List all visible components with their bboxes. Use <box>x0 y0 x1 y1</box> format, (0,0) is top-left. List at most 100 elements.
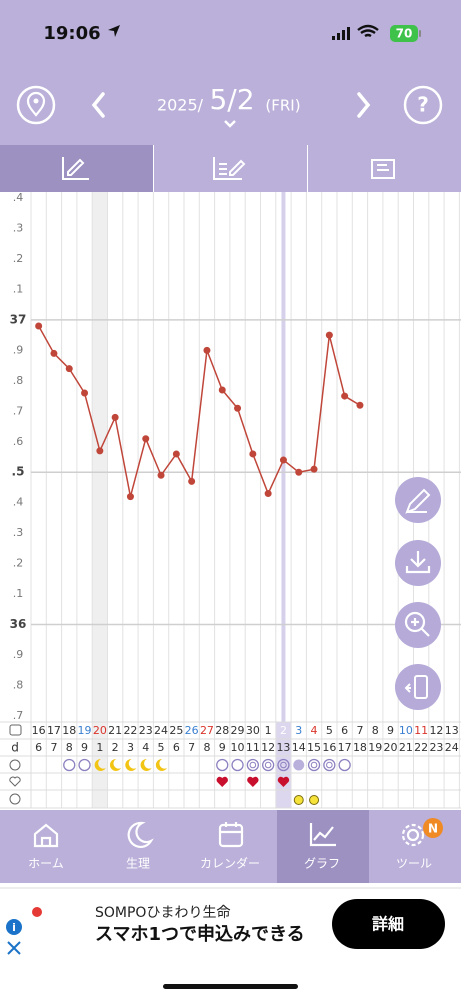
tab[interactable] <box>308 145 461 192</box>
x-tick-label: 18 <box>62 724 76 737</box>
y-tick-label: .8 <box>13 374 24 387</box>
temperature-point <box>142 435 150 443</box>
temperature-point <box>157 471 165 479</box>
mark-inner <box>264 761 272 769</box>
mark-inner <box>310 761 318 769</box>
cycle-day: 9 <box>81 741 88 754</box>
x-tick-label: 16 <box>32 724 46 737</box>
mark-circle <box>63 758 76 772</box>
y-tick-label: .8 <box>13 678 24 691</box>
next-day[interactable] <box>357 92 371 118</box>
x-tick-label: 22 <box>123 724 137 737</box>
x-tick-label: 3 <box>295 724 302 737</box>
x-tick-label: 4 <box>311 724 318 737</box>
badge <box>423 818 443 838</box>
y-tick-label: .5 <box>12 465 25 479</box>
mark-inner <box>280 761 287 769</box>
mark-double-circle <box>277 758 290 772</box>
x-tick-label: 23 <box>139 724 153 737</box>
row-icon-target <box>9 759 21 771</box>
x-tick-label: 11 <box>414 724 428 737</box>
heart <box>247 776 259 787</box>
chart: .4.3.2.137.9.8.7.6.5.4.3.2.136.9.8.7d166… <box>0 191 461 809</box>
cycle-day: 24 <box>445 741 459 754</box>
x-tick-label: 20 <box>93 724 107 737</box>
cycle-day: 14 <box>292 741 306 754</box>
ad-brand: SOMPOひまわり生命 <box>95 905 230 921</box>
cycle-day: 1 <box>96 741 103 754</box>
cycle-day: 22 <box>414 741 428 754</box>
mark-inner <box>326 761 333 769</box>
ad-close[interactable] <box>7 941 21 955</box>
x-tick-label: 25 <box>169 724 183 737</box>
x-tick-label: 29 <box>231 724 245 737</box>
moon <box>109 758 122 771</box>
date-picker[interactable] <box>224 120 236 128</box>
prev-day[interactable] <box>91 92 105 118</box>
mark-inner <box>249 761 257 769</box>
location-button[interactable] <box>16 85 56 125</box>
cycle-day: 10 <box>231 741 245 754</box>
cycle-day: 11 <box>246 741 260 754</box>
ad-info[interactable] <box>6 919 22 935</box>
mark-double-circle <box>246 758 260 772</box>
svg-text:?: ? <box>417 93 429 117</box>
temperature-line <box>37 325 361 497</box>
nav-label: カレンダー <box>200 856 260 871</box>
mark-circle <box>338 758 351 772</box>
today-column <box>275 722 292 808</box>
y-tick-label: .9 <box>13 343 24 356</box>
temperature-point <box>96 447 104 455</box>
date: 5/2 <box>209 83 254 116</box>
x-tick-label: 26 <box>185 724 199 737</box>
ad-info-i: i <box>12 921 16 934</box>
cycle-day: 12 <box>261 741 275 754</box>
mark-double-circle <box>307 758 321 772</box>
row-icon-calendar <box>9 724 22 736</box>
heart <box>277 776 290 787</box>
tab[interactable] <box>154 145 307 192</box>
cycle-day: 18 <box>353 741 367 754</box>
mark-circle <box>231 758 244 772</box>
x-tick-label: 9 <box>387 724 394 737</box>
cycle-day: 21 <box>399 741 413 754</box>
cycle-day: 6 <box>173 741 180 754</box>
help-button[interactable]: ? <box>403 85 443 125</box>
x-tick-label: 6 <box>341 724 348 737</box>
nav-labels: ホーム 生理 カレンダー グラフ ツール <box>28 856 432 871</box>
x-tick-label: 13 <box>445 724 459 737</box>
x-tick-label: 24 <box>154 724 168 737</box>
cycle-day: 7 <box>188 741 195 754</box>
x-tick-label: 21 <box>108 724 122 737</box>
temperature-point <box>188 477 196 485</box>
rotate-button[interactable] <box>395 664 441 710</box>
cycle-day: 7 <box>50 741 57 754</box>
y-tick-label: .2 <box>13 252 24 265</box>
y-tick-label: 36 <box>10 617 27 631</box>
x-tick-label: 19 <box>78 724 92 737</box>
zoom-button[interactable] <box>395 602 441 648</box>
yellow-dot <box>309 795 320 805</box>
temperature-point <box>279 456 287 464</box>
nav-label: グラフ <box>304 857 340 871</box>
shaded-column <box>92 192 108 808</box>
y-tick-label: .7 <box>13 404 24 417</box>
download-button[interactable] <box>395 540 441 586</box>
moon <box>125 758 137 771</box>
cycle-day: 9 <box>219 741 226 754</box>
ad-button[interactable] <box>332 899 445 949</box>
temperature-point <box>249 450 257 458</box>
x-tick-label: 5 <box>326 724 333 737</box>
ad-logo <box>32 907 42 917</box>
nav-icons <box>33 821 425 848</box>
edit-button[interactable] <box>395 477 441 523</box>
x-tick-label: 8 <box>372 724 379 737</box>
y-tick-label: .4 <box>13 191 24 204</box>
mark-double-circle <box>323 758 336 772</box>
x-tick-label: 17 <box>47 724 61 737</box>
cycle-day: 3 <box>127 741 134 754</box>
y-tick-label: 37 <box>10 312 27 326</box>
cycle-day: 2 <box>112 741 119 754</box>
temperature-point <box>325 331 333 339</box>
